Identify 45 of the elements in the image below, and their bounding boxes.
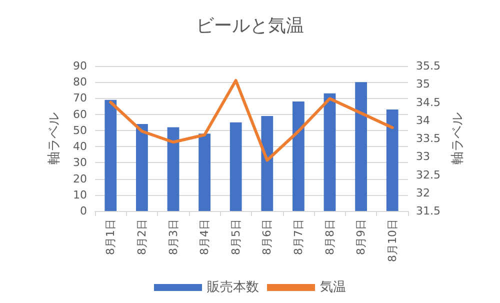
- y-tick-label: 70: [73, 92, 87, 105]
- y2-tick-label: 31.5: [416, 204, 440, 218]
- y2-tick-label: 34: [416, 114, 430, 127]
- x-tick-label: 8月8日: [323, 219, 336, 255]
- y2-axis-title: 軸ラベル: [450, 112, 466, 164]
- legend-label: 販売本数: [207, 280, 259, 295]
- y2-tick-label: 32.5: [416, 168, 440, 182]
- y-tick-label: 90: [73, 60, 87, 72]
- y-tick-label: 20: [73, 172, 87, 186]
- x-tick-label: 8月4日: [198, 219, 212, 255]
- x-tick-label: 8月5日: [229, 219, 242, 255]
- y-axis-title: 軸ラベル: [47, 112, 62, 164]
- bar: [198, 134, 210, 211]
- bar: [324, 93, 336, 211]
- bar: [261, 116, 274, 211]
- x-tick-label: 8月2日: [135, 219, 148, 255]
- legend-label: 気温: [320, 280, 346, 295]
- x-tick-label: 8月9日: [354, 219, 368, 255]
- y-tick-label: 10: [73, 188, 87, 202]
- y-tick-label: 50: [73, 124, 87, 137]
- x-tick-label: 8月6日: [260, 219, 274, 255]
- y2-tick-label: 33.5: [416, 132, 440, 145]
- bar: [167, 127, 180, 211]
- y2-tick-label: 32: [416, 186, 430, 200]
- y-tick-label: 0: [80, 204, 87, 218]
- y2-tick-label: 33: [416, 150, 430, 164]
- bar: [292, 101, 304, 211]
- y-tick-label: 30: [73, 156, 87, 170]
- y2-tick-label: 35: [416, 78, 430, 91]
- bar: [386, 110, 398, 211]
- y2-tick-label: 34.5: [416, 96, 440, 109]
- y-tick-label: 40: [73, 140, 87, 154]
- x-tick-label: 8月7日: [292, 219, 305, 255]
- bar: [104, 100, 117, 211]
- bar: [136, 124, 148, 211]
- chart-title: ビールと気温: [196, 16, 304, 36]
- x-tick-label: 8月3日: [166, 219, 180, 255]
- bar: [230, 122, 242, 211]
- x-tick-label: 8月10日: [386, 219, 399, 262]
- line-series: [109, 79, 394, 162]
- y-tick-label: 60: [73, 108, 87, 121]
- bar: [355, 82, 367, 211]
- x-tick-label: 8月1日: [104, 219, 118, 255]
- y2-tick-label: 35.5: [416, 60, 440, 72]
- y-tick-label: 80: [73, 76, 87, 89]
